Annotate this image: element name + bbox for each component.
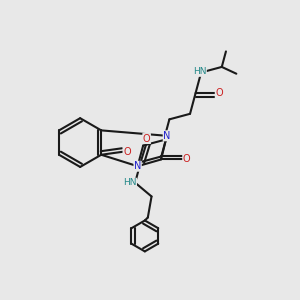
Text: O: O xyxy=(123,147,130,157)
Text: N: N xyxy=(134,161,141,171)
Text: O: O xyxy=(143,134,150,143)
Text: HN: HN xyxy=(193,68,206,76)
Text: O: O xyxy=(183,154,190,164)
Text: O: O xyxy=(215,88,223,98)
Text: N: N xyxy=(163,131,171,141)
Text: HN: HN xyxy=(123,178,136,187)
